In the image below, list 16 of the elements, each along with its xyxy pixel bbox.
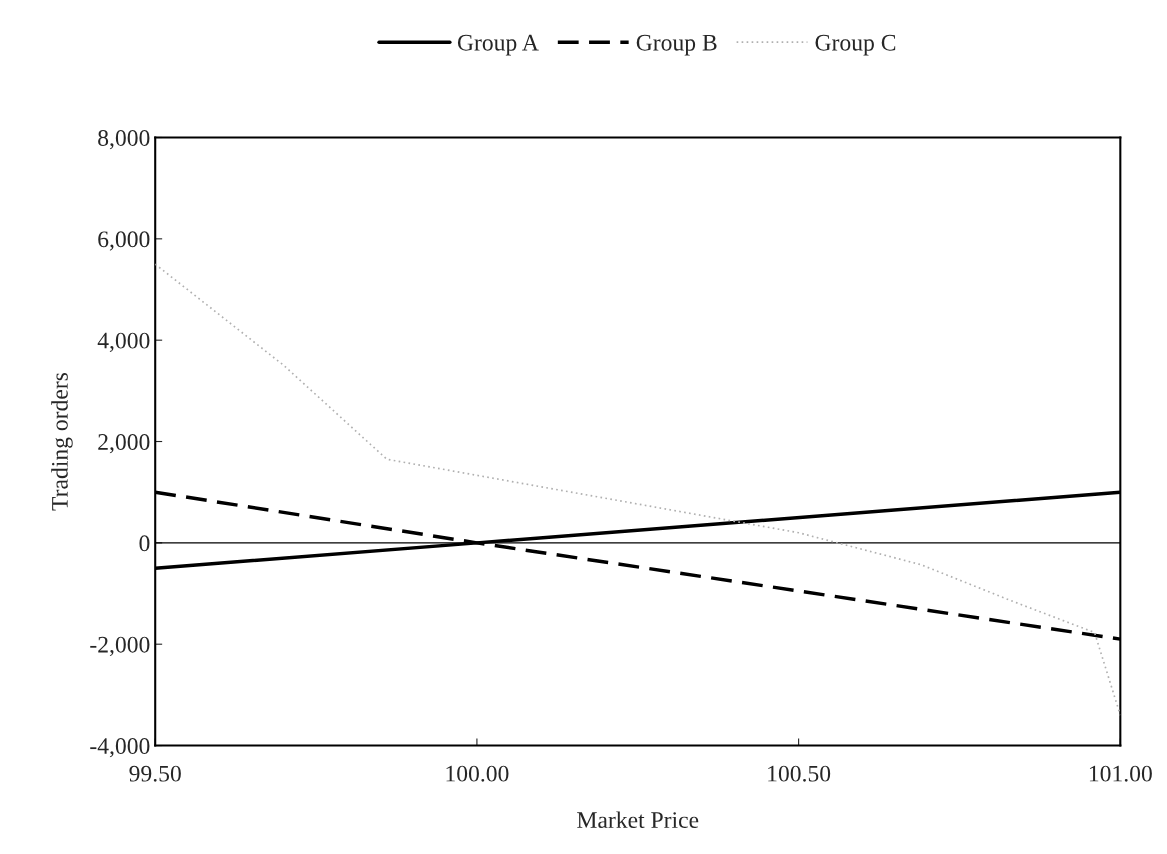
y-tick-label: 2,000 [98, 434, 150, 454]
x-tick-label: 100.50 [768, 765, 831, 782]
y-tick-label: 6,000 [98, 231, 150, 251]
x-tick-label: 101.00 [1089, 765, 1152, 782]
x-tick-label: 100.00 [446, 765, 509, 782]
legend-label: Group A [457, 34, 539, 56]
y-tick-label: 0 [139, 535, 150, 552]
x-axis-title: Market Price [577, 811, 699, 829]
y-tick-label: 8,000 [98, 129, 150, 150]
y-axis-title: Trading orders [51, 372, 73, 511]
y-tick-label: -2,000 [90, 636, 150, 657]
legend-label: Group B [636, 34, 717, 56]
legend-label: Group C [815, 34, 896, 56]
y-tick-label: 4,000 [97, 332, 150, 352]
y-tick-label: -4,000 [90, 738, 150, 758]
x-tick-label: 99.50 [129, 765, 181, 782]
